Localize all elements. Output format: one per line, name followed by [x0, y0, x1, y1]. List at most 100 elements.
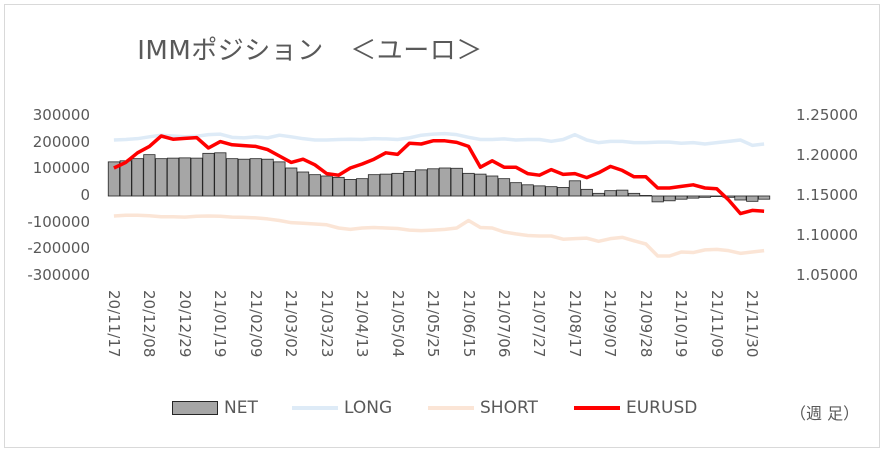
x-tick-label: 21/02/09 — [246, 290, 265, 358]
net-bar — [226, 158, 239, 197]
left-y-tick-label: -300000 — [27, 266, 90, 284]
x-tick-label: 21/06/15 — [459, 290, 478, 358]
net-bar — [391, 172, 404, 197]
x-tick-label: 21/07/27 — [530, 290, 549, 358]
net-bar — [521, 184, 534, 197]
net-bar — [663, 195, 676, 202]
legend-eurusd: EURUSD — [574, 398, 697, 418]
net-bar — [533, 185, 546, 197]
net-bar — [438, 167, 451, 197]
net-bar — [758, 195, 771, 200]
net-bar — [356, 178, 369, 197]
net-bar — [639, 195, 652, 197]
net-bar — [344, 179, 357, 197]
net-bar — [367, 174, 381, 197]
net-bar — [568, 180, 582, 197]
net-bar — [627, 192, 641, 197]
x-tick-label: 21/09/07 — [601, 290, 620, 358]
net-bar — [734, 195, 747, 201]
x-tick-label: 20/12/08 — [140, 290, 159, 358]
x-tick-label: 21/03/02 — [282, 290, 301, 358]
legend-long-label: LONG — [344, 398, 393, 418]
legend-net-label: NET — [224, 398, 258, 418]
net-bar — [710, 195, 723, 197]
legend-short: SHORT — [428, 398, 538, 418]
net-bar — [296, 171, 310, 197]
net-bar — [592, 192, 605, 197]
net-bar — [202, 152, 215, 197]
net-bar — [698, 195, 712, 198]
net-bar — [557, 187, 570, 197]
net-bar — [675, 195, 688, 200]
left-y-tick-label: 0 — [80, 186, 90, 204]
net-bar — [415, 169, 428, 197]
x-tick-label: 21/01/19 — [211, 290, 230, 358]
net-bar — [509, 182, 522, 197]
net-bar — [249, 158, 262, 197]
net-bar — [379, 173, 392, 197]
net-bar — [273, 161, 286, 197]
net-bar — [687, 195, 700, 199]
net-bar — [285, 167, 298, 197]
net-bar — [308, 174, 321, 197]
net-bar — [427, 168, 440, 197]
left-y-tick-label: -200000 — [27, 239, 90, 258]
left-y-tick-label: 100000 — [32, 159, 90, 178]
net-bar — [332, 176, 345, 197]
x-tick-label: 21/03/23 — [317, 290, 336, 358]
x-tick-label: 21/08/17 — [565, 290, 584, 358]
net-bar — [462, 172, 475, 197]
legend-long: LONG — [292, 398, 392, 418]
net-bar — [403, 171, 416, 197]
left-y-tick-label: -100000 — [27, 212, 90, 231]
x-tick-label: 21/11/09 — [707, 290, 726, 358]
right-y-tick-label: 1.05000 — [796, 266, 859, 284]
net-bar — [190, 157, 203, 197]
right-y-tick-label: 1.10000 — [796, 226, 859, 244]
net-bar — [746, 195, 759, 202]
legend-short-swatch — [428, 406, 474, 410]
net-bar — [107, 161, 120, 197]
right-y-tick-label: 1.25000 — [796, 106, 859, 124]
short-line — [113, 213, 765, 258]
x-tick-label: 21/07/06 — [495, 290, 514, 358]
long-line — [113, 131, 765, 148]
net-bar — [450, 167, 463, 197]
net-bar — [166, 157, 180, 197]
x-tick-label: 21/11/30 — [743, 290, 762, 358]
net-bar — [261, 158, 274, 197]
left-y-tick-label: 300000 — [32, 106, 90, 124]
net-bar — [214, 152, 227, 197]
legend-short-label: SHORT — [480, 398, 538, 418]
x-tick-label: 21/04/13 — [353, 290, 372, 358]
chart-frame — [4, 4, 880, 448]
x-tick-label: 21/10/19 — [672, 290, 691, 358]
net-bar — [474, 173, 487, 197]
net-bar — [497, 178, 511, 197]
net-bar — [545, 186, 558, 197]
legend-long-swatch — [292, 406, 338, 410]
net-bar — [580, 188, 593, 197]
net-bar — [237, 158, 251, 197]
net-bar — [604, 190, 617, 197]
net-bar — [616, 189, 629, 197]
left-y-tick-label: 200000 — [32, 132, 90, 151]
legend-net-swatch — [172, 401, 218, 415]
timeframe-note: （週 足） — [790, 404, 860, 423]
chart-title: IMMポジション ＜ユーロ＞ — [137, 36, 483, 66]
x-tick-label: 21/05/04 — [388, 290, 407, 358]
net-bar — [486, 175, 499, 197]
x-tick-label: 21/05/25 — [424, 290, 443, 358]
net-bar — [320, 175, 333, 197]
x-tick-label: 20/12/29 — [175, 290, 194, 358]
x-tick-label: 20/11/17 — [104, 290, 123, 358]
legend-eurusd-swatch — [574, 406, 620, 410]
eurusd-line — [113, 134, 765, 216]
net-bar — [143, 154, 156, 197]
legend-eurusd-label: EURUSD — [626, 398, 698, 418]
net-bar — [155, 158, 168, 197]
right-y-tick-label: 1.20000 — [796, 146, 859, 164]
legend-net: NET — [172, 398, 258, 418]
net-bar — [178, 157, 191, 197]
